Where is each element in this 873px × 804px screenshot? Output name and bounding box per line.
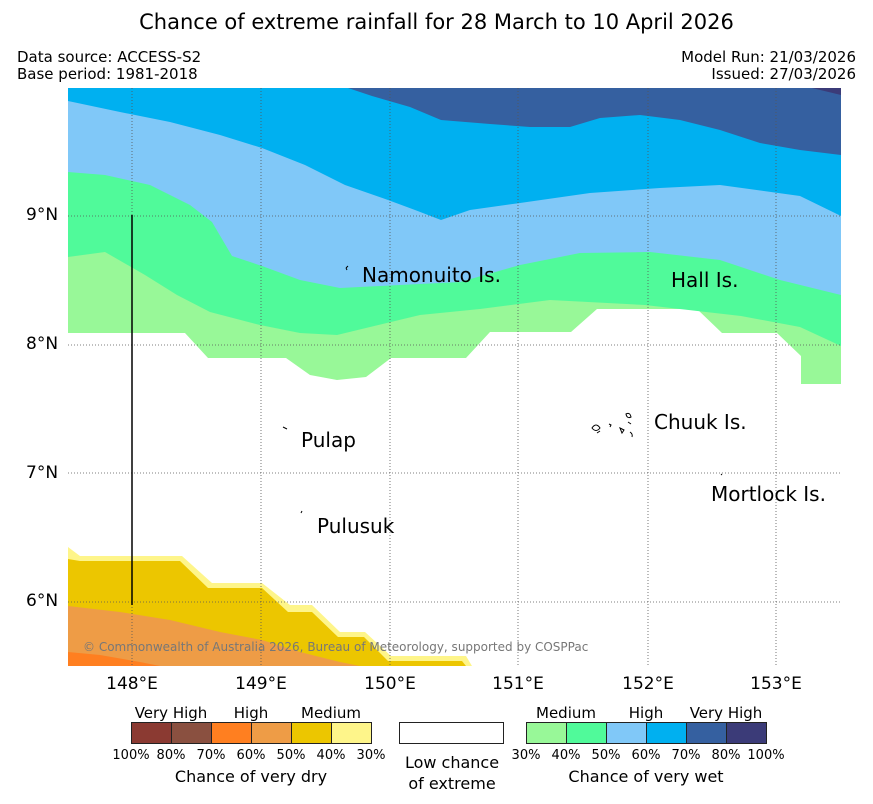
lon-label-149e: 149°E: [235, 674, 287, 694]
dry-tick: 30%: [356, 748, 386, 763]
dry-swatch-60-70: [211, 722, 252, 744]
wet-swatch-50-60: [606, 722, 647, 744]
lon-label-151e: 151°E: [492, 674, 544, 694]
wet-group-very-high: Very High: [689, 704, 763, 722]
wet-very-high-80-region: [812, 88, 841, 95]
wet-tick: 50%: [591, 748, 621, 763]
dry-tick: 100%: [112, 748, 150, 763]
place-pulusuk: Pulusuk: [317, 514, 395, 538]
dry-swatch-50-60: [251, 722, 292, 744]
dry-swatch-70-80: [171, 722, 212, 744]
meta-right: Model Run: 21/03/2026 Issued: 27/03/2026: [681, 49, 856, 83]
issued-date: Issued: 27/03/2026: [711, 65, 856, 83]
lat-label-9n: 9°N: [26, 205, 59, 225]
lat-label-8n: 8°N: [26, 334, 59, 354]
dry-legend-title: Chance of very dry: [174, 767, 328, 786]
place-chuuk: Chuuk Is.: [654, 410, 747, 434]
wet-swatch-80-100: [726, 722, 767, 744]
dry-group-very-high: Very High: [134, 704, 208, 722]
dry-swatch-40-50: [291, 722, 332, 744]
chuuk-islands-icon: [591, 412, 633, 438]
copyright-notice: © Commonwealth of Australia 2026, Bureau…: [83, 640, 589, 654]
island-shapes: [282, 265, 723, 514]
mortlock-island-icon: [720, 473, 723, 476]
place-pulap: Pulap: [301, 428, 356, 452]
dry-swatch-80-100: [131, 722, 172, 744]
wet-tick: 40%: [551, 748, 581, 763]
map-area: [68, 88, 841, 666]
dry-tick: 70%: [196, 748, 226, 763]
wet-tick: 80%: [711, 748, 741, 763]
wet-group-high: High: [628, 704, 664, 722]
low-chance-line1: Low chance: [404, 753, 500, 772]
wet-legend-title: Chance of very wet: [568, 767, 724, 786]
low-chance-line2: of extreme: [408, 774, 496, 793]
model-run: Model Run: 21/03/2026: [681, 48, 856, 66]
base-period: Base period: 1981-2018: [17, 65, 198, 83]
lon-label-153e: 153°E: [750, 674, 802, 694]
lat-label-7n: 7°N: [26, 463, 59, 483]
dry-high-50-region: [68, 606, 360, 666]
place-hall: Hall Is.: [671, 268, 739, 292]
wet-tick: 70%: [671, 748, 701, 763]
place-mortlock: Mortlock Is.: [711, 482, 826, 506]
dry-group-medium: Medium: [301, 704, 361, 722]
wet-tick: 100%: [747, 748, 785, 763]
lon-label-150e: 150°E: [364, 674, 416, 694]
wet-tick: 60%: [631, 748, 661, 763]
dry-group-high: High: [233, 704, 269, 722]
wet-swatch-40-50: [566, 722, 607, 744]
dry-tick: 40%: [316, 748, 346, 763]
wet-swatch-60-70: [646, 722, 687, 744]
pulusuk-island-icon: [300, 510, 303, 514]
dry-high-60-region: [68, 652, 160, 666]
lat-label-6n: 6°N: [26, 591, 59, 611]
dry-tick: 50%: [276, 748, 306, 763]
low-chance-label: Low chance of extreme: [405, 752, 499, 794]
wet-swatch-30-40: [526, 722, 567, 744]
chart-title: Chance of extreme rainfall for 28 March …: [139, 10, 734, 34]
wet-group-medium: Medium: [536, 704, 596, 722]
place-namonuito: Namonuito Is.: [362, 263, 501, 287]
grid-lines: [68, 88, 841, 666]
meta-left: Data source: ACCESS-S2 Base period: 1981…: [17, 49, 201, 83]
dry-tick: 80%: [156, 748, 186, 763]
pulap-island-icon: [282, 426, 288, 430]
wet-very-high-70-region: [348, 88, 841, 155]
data-source: Data source: ACCESS-S2: [17, 48, 202, 66]
dry-swatch-30-40: [331, 722, 372, 744]
wet-tick: 30%: [511, 748, 541, 763]
wet-swatch-70-80: [686, 722, 727, 744]
lon-label-152e: 152°E: [622, 674, 674, 694]
dry-tick: 60%: [236, 748, 266, 763]
low-chance-swatch: [399, 722, 504, 744]
lon-label-148e: 148°E: [106, 674, 158, 694]
namonuito-island-icon: [345, 265, 349, 271]
